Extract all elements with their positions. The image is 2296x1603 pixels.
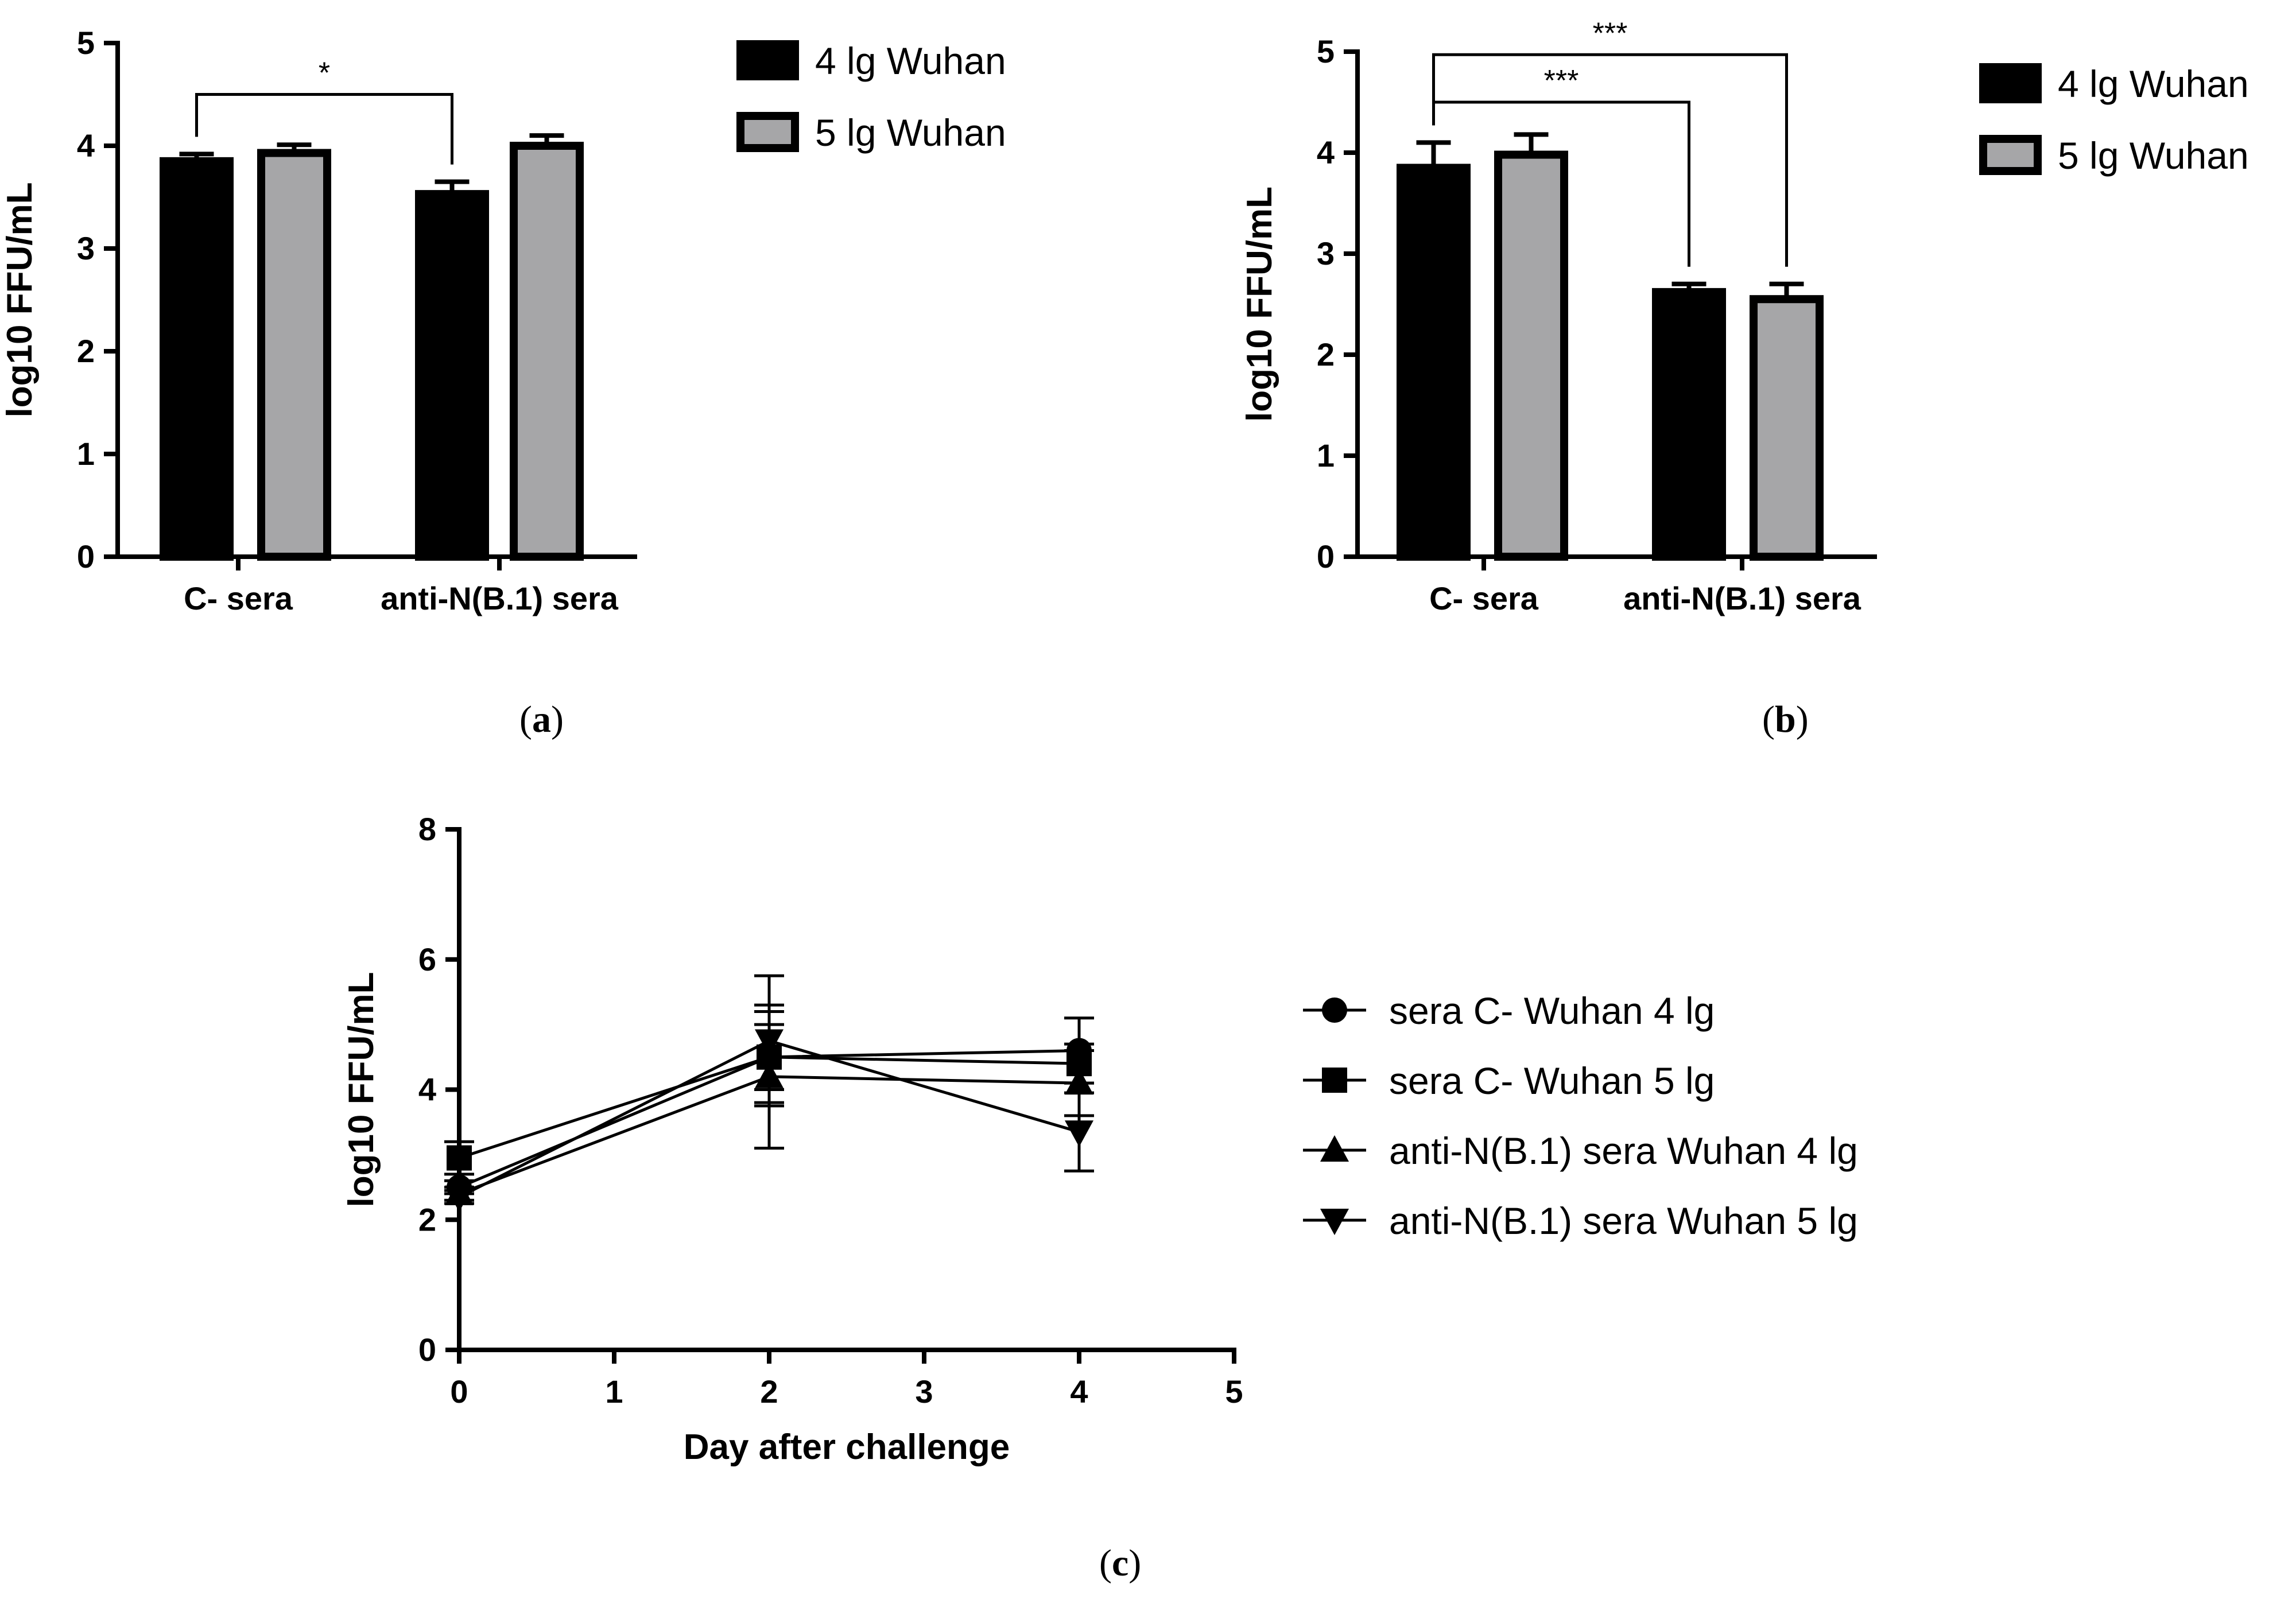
- y-tick-label: 0: [418, 1332, 436, 1368]
- legend-label-2: 5 lg Wuhan: [2058, 134, 2249, 177]
- x-tick-label: 3: [915, 1373, 933, 1410]
- y-axis-label: log10 FFU/mL: [1240, 187, 1279, 422]
- legend-swatch-2: [1979, 135, 2042, 175]
- y-tick-label: 4: [77, 127, 95, 164]
- category-label: anti-N(B.1) sera: [1623, 580, 1861, 616]
- category-label: anti-N(B.1) sera: [381, 580, 619, 616]
- panel-label-close: ): [551, 698, 564, 740]
- panel-label-letter: b: [1775, 698, 1796, 740]
- bar-1-2: [1652, 288, 1726, 561]
- legend-marker-4: [1320, 1209, 1349, 1235]
- panel-label: (c): [1099, 1542, 1141, 1584]
- legend-label-2: 5 lg Wuhan: [815, 111, 1006, 154]
- series-4: [444, 974, 1094, 1212]
- legend-swatch-1: [736, 40, 799, 80]
- y-tick-label: 4: [418, 1072, 436, 1108]
- legend-swatch-2: [736, 112, 799, 152]
- bar-chart-b: 0 1 2 3 4 5 C- sera anti-N(B.1) sera log10 FFU/m…: [1240, 17, 2249, 740]
- y-tick-label: 3: [1317, 235, 1335, 271]
- x-tick-label: 1: [605, 1373, 623, 1410]
- bar-1-1: [1397, 164, 1471, 561]
- panel-label: (a): [519, 698, 564, 740]
- significance-label: ***: [1593, 17, 1628, 50]
- y-tick-label: 1: [1317, 437, 1335, 473]
- bar-1-2: [415, 190, 489, 561]
- y-axis-label: log10 FFU/mL: [342, 972, 381, 1208]
- y-tick-label: 6: [418, 941, 436, 977]
- panel-label-close: ): [1128, 1542, 1141, 1584]
- significance-bracket: [195, 93, 453, 165]
- category-label: C- sera: [1429, 580, 1539, 616]
- significance-label: ***: [1544, 64, 1579, 98]
- y-tick-label: 0: [1317, 538, 1335, 575]
- y-tick-label: 2: [77, 333, 95, 369]
- bar-1-1: [160, 157, 234, 561]
- legend-marker-1: [1322, 997, 1347, 1023]
- panel-label-letter: a: [532, 698, 551, 740]
- panel-label-open: (: [519, 698, 532, 740]
- y-tick-label: 1: [77, 436, 95, 472]
- significance-bracket: [1432, 53, 1788, 267]
- bar-chart-a: 0 1 2 3 4 5 C- sera anti-N(B.1) sera log10 FFU/m…: [0, 25, 1006, 740]
- panel-label: (b): [1762, 698, 1809, 740]
- legend-label-4: anti-N(B.1) sera Wuhan 5 lg: [1389, 1200, 1858, 1242]
- legend-label-1: 4 lg Wuhan: [2058, 63, 2249, 105]
- panel-label-open: (: [1099, 1542, 1112, 1584]
- y-tick-label: 3: [77, 230, 95, 266]
- panel-label-letter: c: [1112, 1542, 1128, 1584]
- y-tick-label: 2: [418, 1201, 436, 1237]
- y-axis-label: log10 FFU/mL: [0, 183, 40, 418]
- x-tick-label: 2: [760, 1373, 778, 1410]
- bar-2-1: [257, 149, 331, 561]
- line-chart-c: 0 2 4 6 8 0 1 2 3 4 5 Day after challenge log10 FFU/…: [342, 811, 1858, 1584]
- legend-label-2: sera C- Wuhan 5 lg: [1389, 1059, 1715, 1102]
- category-label: C- sera: [184, 580, 293, 616]
- legend-swatch-1: [1979, 63, 2042, 103]
- y-tick-label: 4: [1317, 134, 1335, 170]
- y-tick-label: 5: [77, 25, 95, 61]
- legend-label-1: sera C- Wuhan 4 lg: [1389, 989, 1715, 1032]
- panel-label-close: ): [1796, 698, 1809, 740]
- y-tick-label: 0: [77, 538, 95, 575]
- data-point: [1065, 1068, 1093, 1095]
- legend-marker-3: [1320, 1135, 1349, 1162]
- bar-2-2: [510, 142, 584, 561]
- x-axis-label: Day after challenge: [684, 1427, 1010, 1467]
- data-point: [755, 1029, 784, 1056]
- y-tick-label: 8: [418, 811, 436, 847]
- data-point: [1065, 1120, 1093, 1147]
- x-tick-label: 0: [450, 1373, 468, 1410]
- bar-2-2: [1750, 295, 1824, 561]
- legend-label-3: anti-N(B.1) sera Wuhan 4 lg: [1389, 1130, 1858, 1172]
- x-tick-label: 4: [1070, 1373, 1088, 1410]
- y-tick-label: 2: [1317, 336, 1335, 372]
- legend-marker-2: [1322, 1068, 1347, 1093]
- panel-label-open: (: [1762, 698, 1775, 740]
- legend-label-1: 4 lg Wuhan: [815, 40, 1006, 82]
- bar-2-1: [1494, 150, 1568, 561]
- y-tick-label: 5: [1317, 33, 1335, 69]
- significance-label: *: [319, 57, 330, 90]
- x-tick-label: 5: [1225, 1373, 1243, 1410]
